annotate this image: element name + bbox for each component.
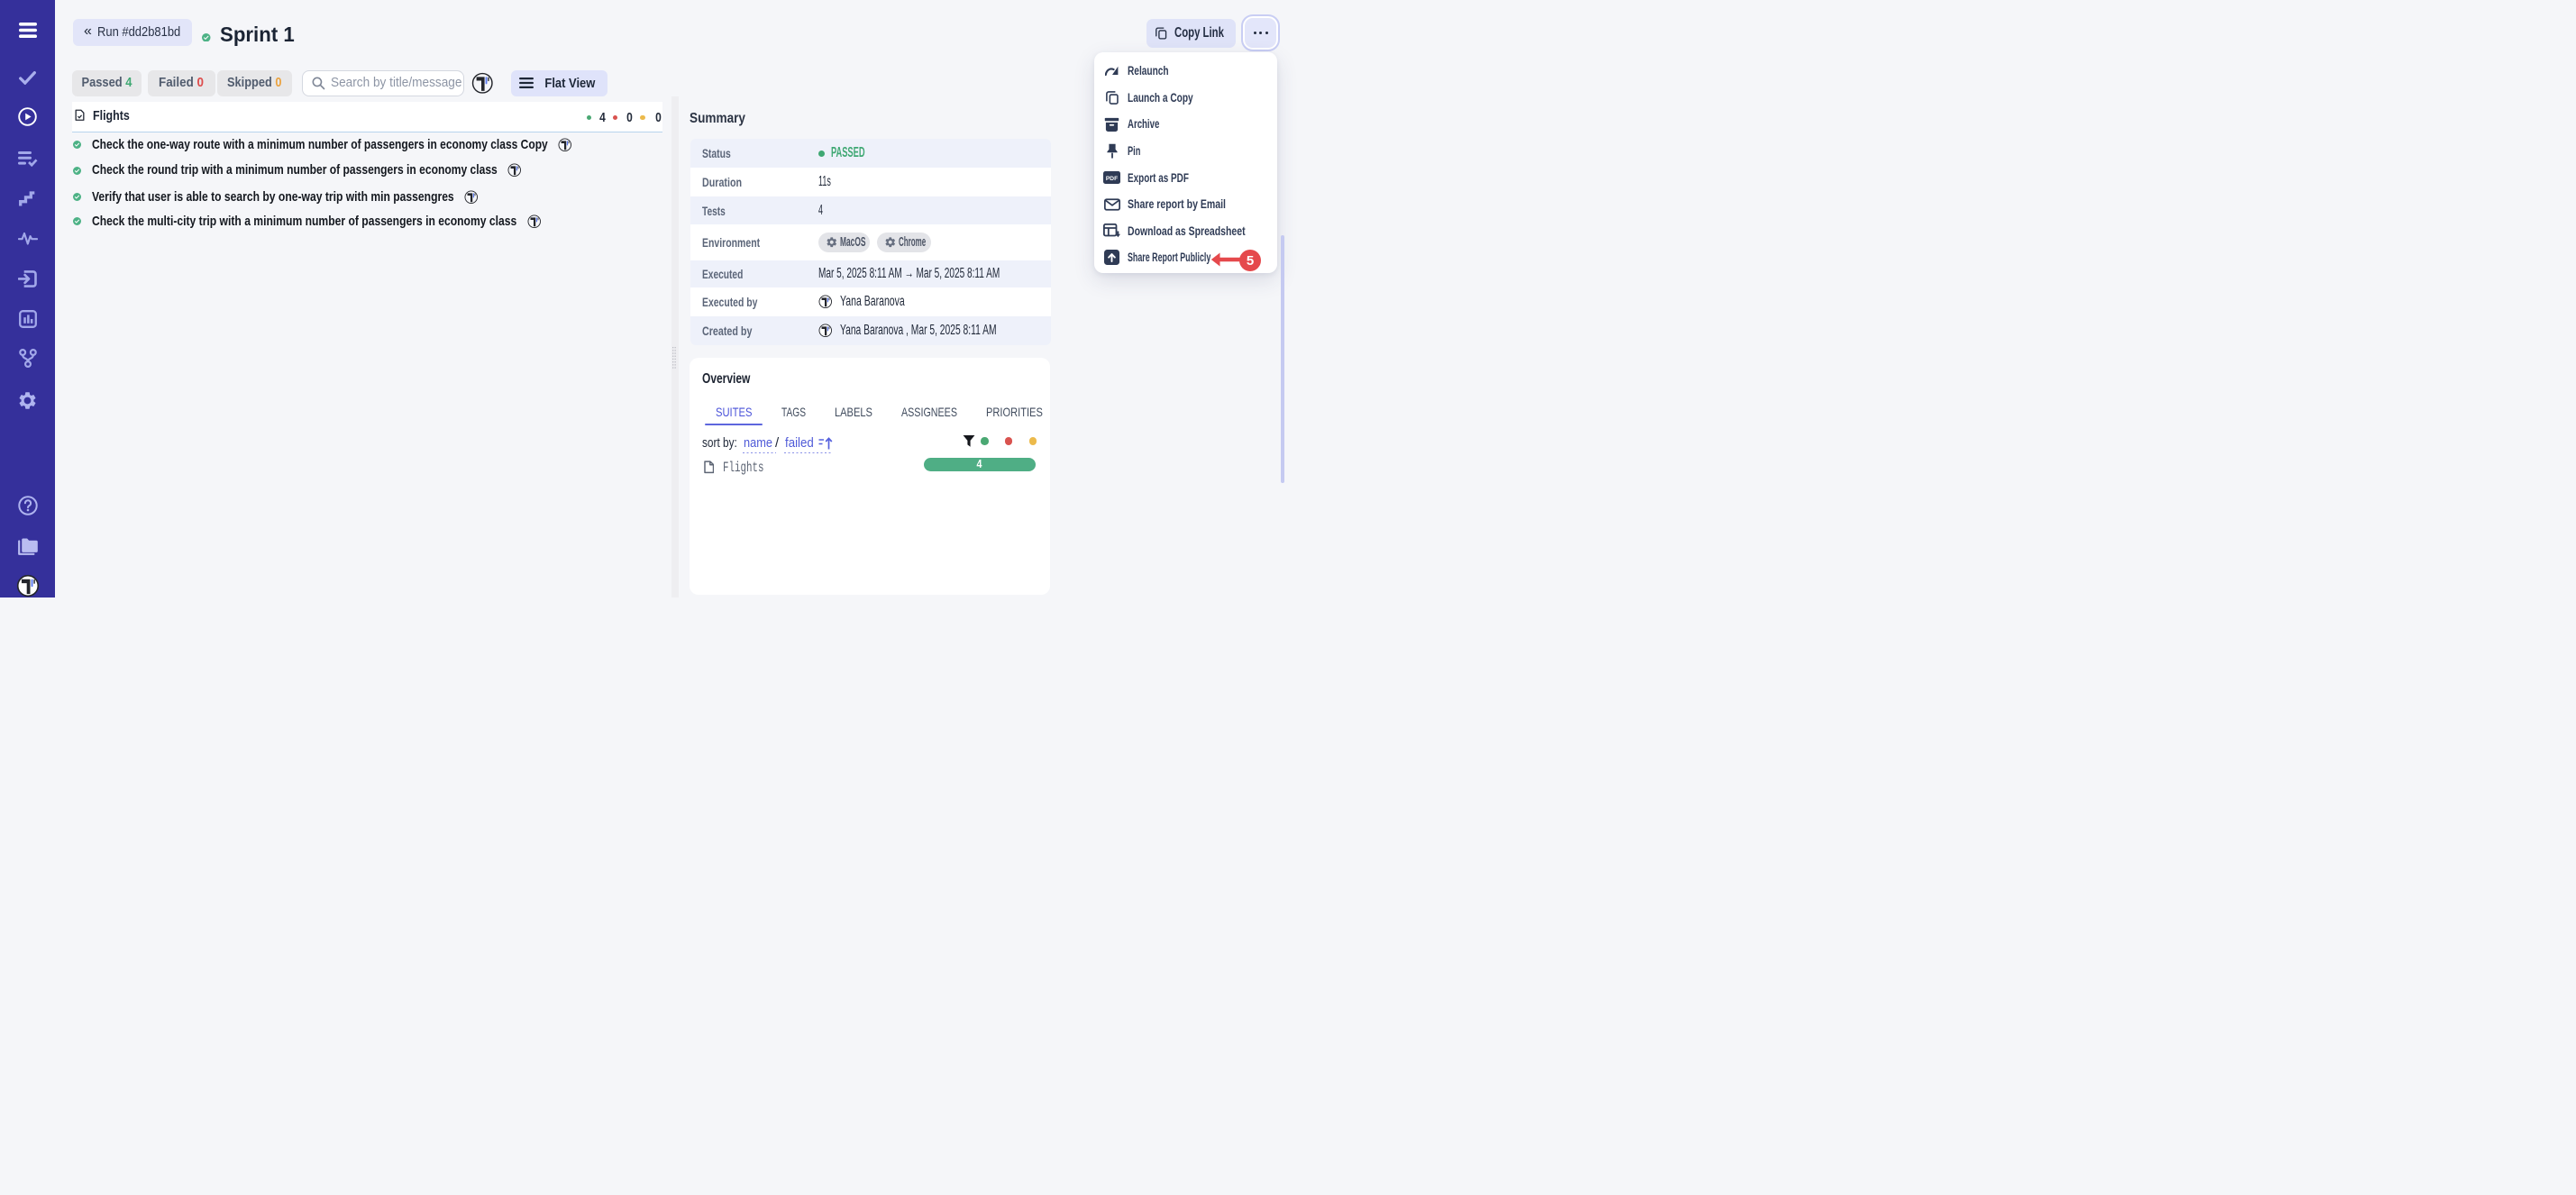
svg-text:PDF: PDF <box>1106 176 1118 182</box>
